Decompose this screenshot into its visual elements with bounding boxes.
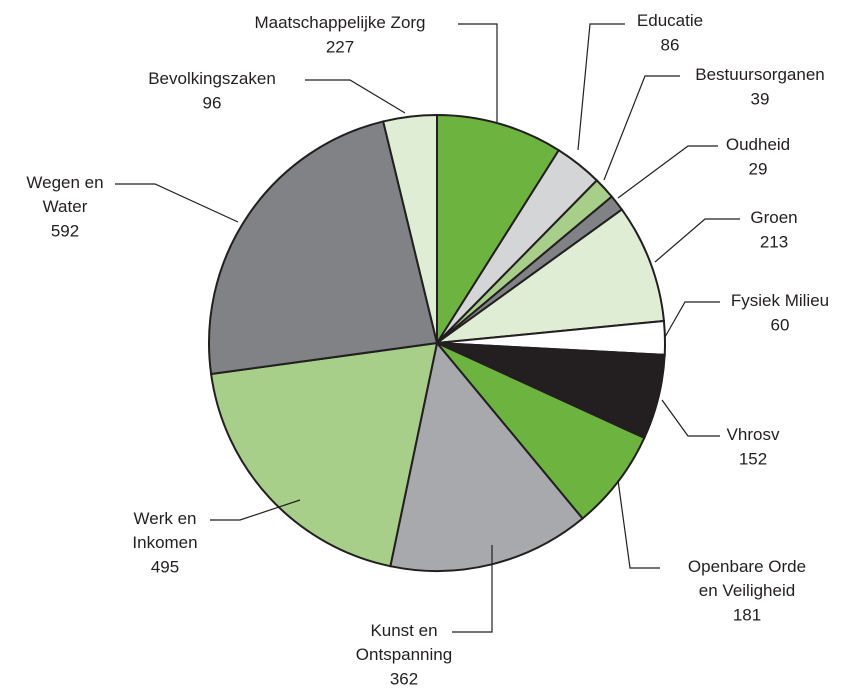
value-label: 213 xyxy=(760,232,788,251)
slice-label: Werk en Inkomen xyxy=(132,509,197,552)
slice-label: Maatschappelijke Zorg xyxy=(254,13,425,32)
slice-label: Bestuursorganen xyxy=(695,65,824,84)
leader-line xyxy=(452,545,493,633)
leader-line xyxy=(577,23,625,151)
value-label: 29 xyxy=(749,159,768,178)
label-line: Vhrosv xyxy=(727,425,780,444)
leader-line xyxy=(115,183,239,223)
leader-line xyxy=(654,218,740,263)
slice-label: Oudheid xyxy=(726,135,790,154)
label-line: Groen xyxy=(750,208,797,227)
slice-label: Kunst en Ontspanning xyxy=(356,621,452,664)
leader-line xyxy=(305,79,406,114)
slice-label: Vhrosv xyxy=(727,425,780,444)
value-label: 592 xyxy=(51,221,79,240)
label-line: Openbare Orde xyxy=(688,557,806,576)
pie-slice xyxy=(209,341,439,568)
leader-line xyxy=(617,145,718,199)
slice-label: Fysiek Milieu xyxy=(731,291,829,310)
leader-line xyxy=(210,499,301,521)
label-line: Maatschappelijke Zorg xyxy=(254,13,425,32)
leader-line xyxy=(603,75,680,181)
value-label: 227 xyxy=(326,37,354,56)
label-line: Bestuursorganen xyxy=(695,65,824,84)
slice-label: Groen xyxy=(750,208,797,227)
slice-label: Bevolkingszaken xyxy=(148,69,276,88)
leader-line xyxy=(458,23,498,122)
label-line: en Veiligheid xyxy=(699,581,795,600)
pie-slice xyxy=(208,120,439,376)
slice-label: Openbare Orde en Veiligheid xyxy=(688,557,806,600)
value-label: 362 xyxy=(390,669,418,688)
pie-slice xyxy=(436,113,561,347)
value-label: 86 xyxy=(661,35,680,54)
leader-line xyxy=(617,479,660,569)
label-line: Educatie xyxy=(637,11,703,30)
value-label: 181 xyxy=(733,605,761,624)
pie-slice xyxy=(381,113,438,344)
value-label: 39 xyxy=(751,89,770,108)
label-line: Oudheid xyxy=(726,135,790,154)
label-line: Kunst en xyxy=(370,621,437,640)
label-line: Fysiek Milieu xyxy=(731,291,829,310)
value-label: 96 xyxy=(203,93,222,112)
value-label: 152 xyxy=(739,449,767,468)
value-label: 495 xyxy=(151,557,179,576)
label-line: Wegen en xyxy=(26,173,103,192)
leader-line xyxy=(664,301,720,338)
label-line: Water xyxy=(43,197,88,216)
value-label: 60 xyxy=(771,315,790,334)
slice-label: Wegen en Water xyxy=(26,173,103,216)
label-line: Bevolkingszaken xyxy=(148,69,276,88)
slice-label: Educatie xyxy=(637,11,703,30)
label-line: Inkomen xyxy=(132,533,197,552)
pie-slice xyxy=(433,208,666,345)
label-line: Werk en xyxy=(134,509,197,528)
label-line: Ontspanning xyxy=(356,645,452,664)
leader-line xyxy=(661,399,720,437)
